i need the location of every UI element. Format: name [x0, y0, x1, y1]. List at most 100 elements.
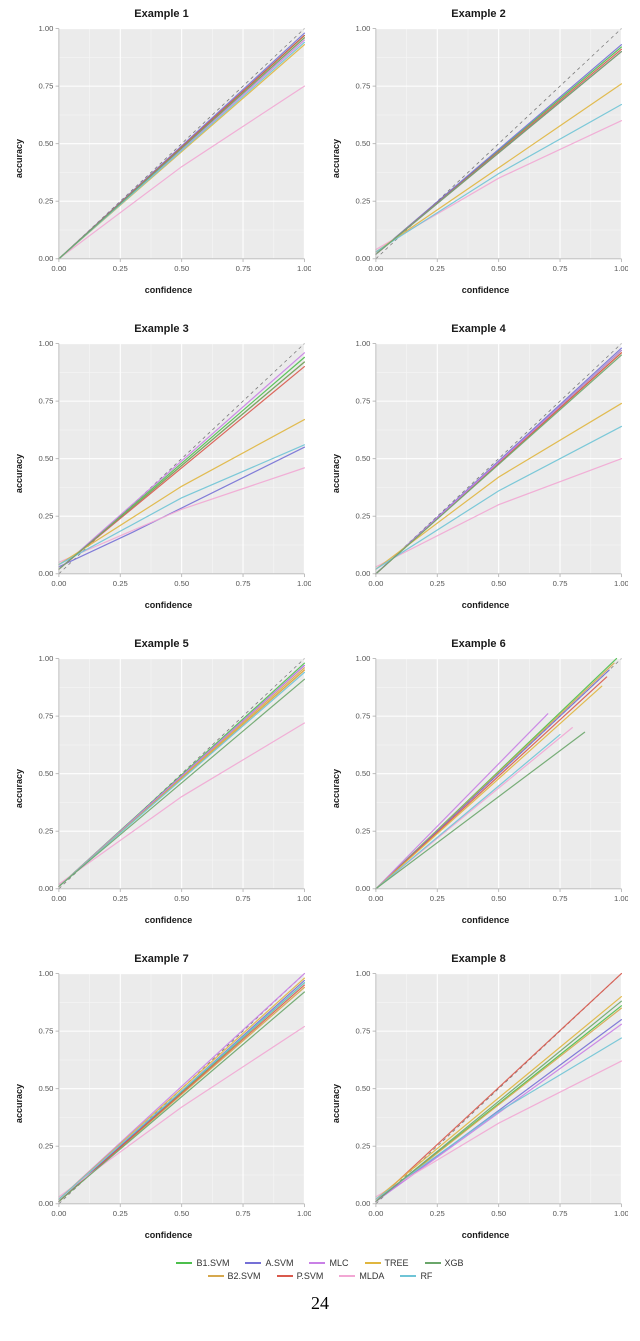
legend-label: MLDA — [359, 1271, 384, 1281]
legend-swatch-icon — [339, 1275, 355, 1277]
x-axis-label: confidence — [343, 1230, 628, 1240]
plot-column: 0.000.000.250.250.500.500.750.751.001.00… — [26, 22, 311, 295]
y-tick-label: 0.00 — [39, 884, 54, 893]
x-tick-label: 0.25 — [430, 1209, 445, 1218]
y-tick-label: 1.00 — [356, 339, 371, 348]
y-tick-label: 0.00 — [356, 884, 371, 893]
plot-svg: 0.000.000.250.250.500.500.750.751.001.00 — [26, 337, 311, 600]
x-tick-label: 1.00 — [297, 894, 311, 903]
legend-item: A.SVM — [245, 1258, 293, 1268]
chart-panel: Example 1accuracy0.000.000.250.250.500.5… — [12, 8, 311, 295]
x-tick-label: 1.00 — [614, 264, 628, 273]
panel-title: Example 6 — [451, 638, 505, 650]
x-tick-label: 0.25 — [430, 264, 445, 273]
y-axis-label: accuracy — [12, 967, 26, 1240]
x-tick-label: 0.50 — [491, 579, 506, 588]
plot-column: 0.000.000.250.250.500.500.750.751.001.00… — [26, 652, 311, 925]
y-tick-label: 0.50 — [39, 1084, 54, 1093]
x-tick-label: 0.25 — [430, 894, 445, 903]
legend-label: MLC — [329, 1258, 348, 1268]
y-tick-label: 0.50 — [356, 139, 371, 148]
legend-swatch-icon — [365, 1262, 381, 1264]
x-tick-label: 0.50 — [491, 264, 506, 273]
page: Example 1accuracy0.000.000.250.250.500.5… — [0, 0, 640, 1322]
x-tick-label: 0.25 — [113, 1209, 128, 1218]
chart-panel: Example 8accuracy0.000.000.250.250.500.5… — [329, 953, 628, 1240]
y-tick-label: 1.00 — [39, 339, 54, 348]
y-tick-label: 0.50 — [39, 454, 54, 463]
y-axis-label: accuracy — [12, 22, 26, 295]
legend-item: XGB — [425, 1258, 464, 1268]
legend-label: B2.SVM — [228, 1271, 261, 1281]
x-tick-label: 0.00 — [368, 1209, 383, 1218]
x-tick-label: 0.00 — [51, 579, 66, 588]
plot-column: 0.000.000.250.250.500.500.750.751.001.00… — [343, 22, 628, 295]
x-tick-label: 0.50 — [174, 579, 189, 588]
x-axis-label: confidence — [343, 915, 628, 925]
plot-svg: 0.000.000.250.250.500.500.750.751.001.00 — [343, 337, 628, 600]
panel-title: Example 1 — [134, 8, 188, 20]
x-tick-label: 0.00 — [51, 894, 66, 903]
legend-swatch-icon — [277, 1275, 293, 1277]
y-tick-label: 0.25 — [39, 827, 54, 836]
y-tick-label: 0.00 — [356, 254, 371, 263]
y-axis-label: accuracy — [329, 337, 343, 610]
legend-swatch-icon — [208, 1275, 224, 1277]
chart-wrap: accuracy0.000.000.250.250.500.500.750.75… — [329, 967, 628, 1240]
x-tick-label: 0.75 — [236, 894, 251, 903]
x-axis-label: confidence — [26, 1230, 311, 1240]
legend-row: B2.SVMP.SVMMLDARF — [208, 1271, 433, 1281]
y-tick-label: 1.00 — [356, 654, 371, 663]
x-tick-label: 0.50 — [491, 894, 506, 903]
panel-title: Example 8 — [451, 953, 505, 965]
legend-item: B2.SVM — [208, 1271, 261, 1281]
x-axis-label: confidence — [343, 285, 628, 295]
y-tick-label: 1.00 — [39, 654, 54, 663]
chart-wrap: accuracy0.000.000.250.250.500.500.750.75… — [329, 22, 628, 295]
plot-svg: 0.000.000.250.250.500.500.750.751.001.00 — [26, 22, 311, 285]
legend-swatch-icon — [309, 1262, 325, 1264]
legend-item: MLDA — [339, 1271, 384, 1281]
legend-swatch-icon — [400, 1275, 416, 1277]
chart-wrap: accuracy0.000.000.250.250.500.500.750.75… — [329, 337, 628, 610]
legend-item: B1.SVM — [176, 1258, 229, 1268]
x-tick-label: 0.25 — [113, 264, 128, 273]
y-tick-label: 1.00 — [356, 24, 371, 33]
y-tick-label: 0.25 — [39, 511, 54, 520]
y-tick-label: 0.50 — [39, 769, 54, 778]
plot-column: 0.000.000.250.250.500.500.750.751.001.00… — [26, 967, 311, 1240]
chart-panel: Example 5accuracy0.000.000.250.250.500.5… — [12, 638, 311, 925]
chart-wrap: accuracy0.000.000.250.250.500.500.750.75… — [12, 967, 311, 1240]
y-tick-label: 0.25 — [356, 511, 371, 520]
chart-grid: Example 1accuracy0.000.000.250.250.500.5… — [12, 8, 628, 1240]
y-tick-label: 0.00 — [39, 569, 54, 578]
chart-wrap: accuracy0.000.000.250.250.500.500.750.75… — [12, 652, 311, 925]
chart-panel: Example 3accuracy0.000.000.250.250.500.5… — [12, 323, 311, 610]
chart-panel: Example 4accuracy0.000.000.250.250.500.5… — [329, 323, 628, 610]
plot-column: 0.000.000.250.250.500.500.750.751.001.00… — [343, 652, 628, 925]
chart-wrap: accuracy0.000.000.250.250.500.500.750.75… — [12, 337, 311, 610]
y-tick-label: 0.50 — [356, 769, 371, 778]
legend-swatch-icon — [425, 1262, 441, 1264]
panel-title: Example 4 — [451, 323, 505, 335]
legend-row: B1.SVMA.SVMMLCTREEXGB — [176, 1258, 463, 1268]
legend-label: B1.SVM — [196, 1258, 229, 1268]
y-tick-label: 0.25 — [356, 1142, 371, 1151]
y-axis-label: accuracy — [329, 967, 343, 1240]
x-tick-label: 0.50 — [174, 1209, 189, 1218]
y-tick-label: 1.00 — [39, 24, 54, 33]
x-tick-label: 1.00 — [297, 264, 311, 273]
x-tick-label: 1.00 — [614, 1209, 628, 1218]
x-tick-label: 0.50 — [491, 1209, 506, 1218]
plot-svg: 0.000.000.250.250.500.500.750.751.001.00 — [26, 967, 311, 1230]
x-tick-label: 0.00 — [368, 579, 383, 588]
x-tick-label: 0.50 — [174, 894, 189, 903]
y-tick-label: 0.75 — [356, 81, 371, 90]
x-tick-label: 1.00 — [297, 579, 311, 588]
x-tick-label: 0.75 — [236, 1209, 251, 1218]
y-tick-label: 0.50 — [356, 454, 371, 463]
plot-svg: 0.000.000.250.250.500.500.750.751.001.00 — [26, 652, 311, 915]
legend: B1.SVMA.SVMMLCTREEXGBB2.SVMP.SVMMLDARF — [12, 1258, 628, 1281]
legend-swatch-icon — [176, 1262, 192, 1264]
y-axis-label: accuracy — [329, 22, 343, 295]
